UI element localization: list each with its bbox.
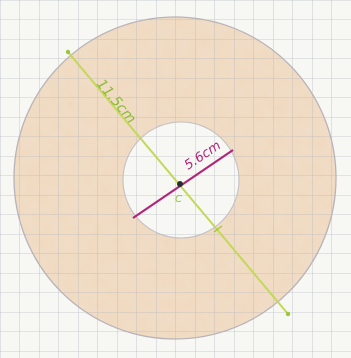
diameter-tick — [213, 225, 223, 233]
outer-circle — [13, 16, 337, 340]
diameter-endpoint-top — [65, 49, 71, 55]
center-point — [177, 181, 183, 187]
center-label: C — [175, 194, 182, 205]
inner-circle — [122, 121, 240, 239]
diameter-endpoint-bottom — [285, 311, 291, 317]
